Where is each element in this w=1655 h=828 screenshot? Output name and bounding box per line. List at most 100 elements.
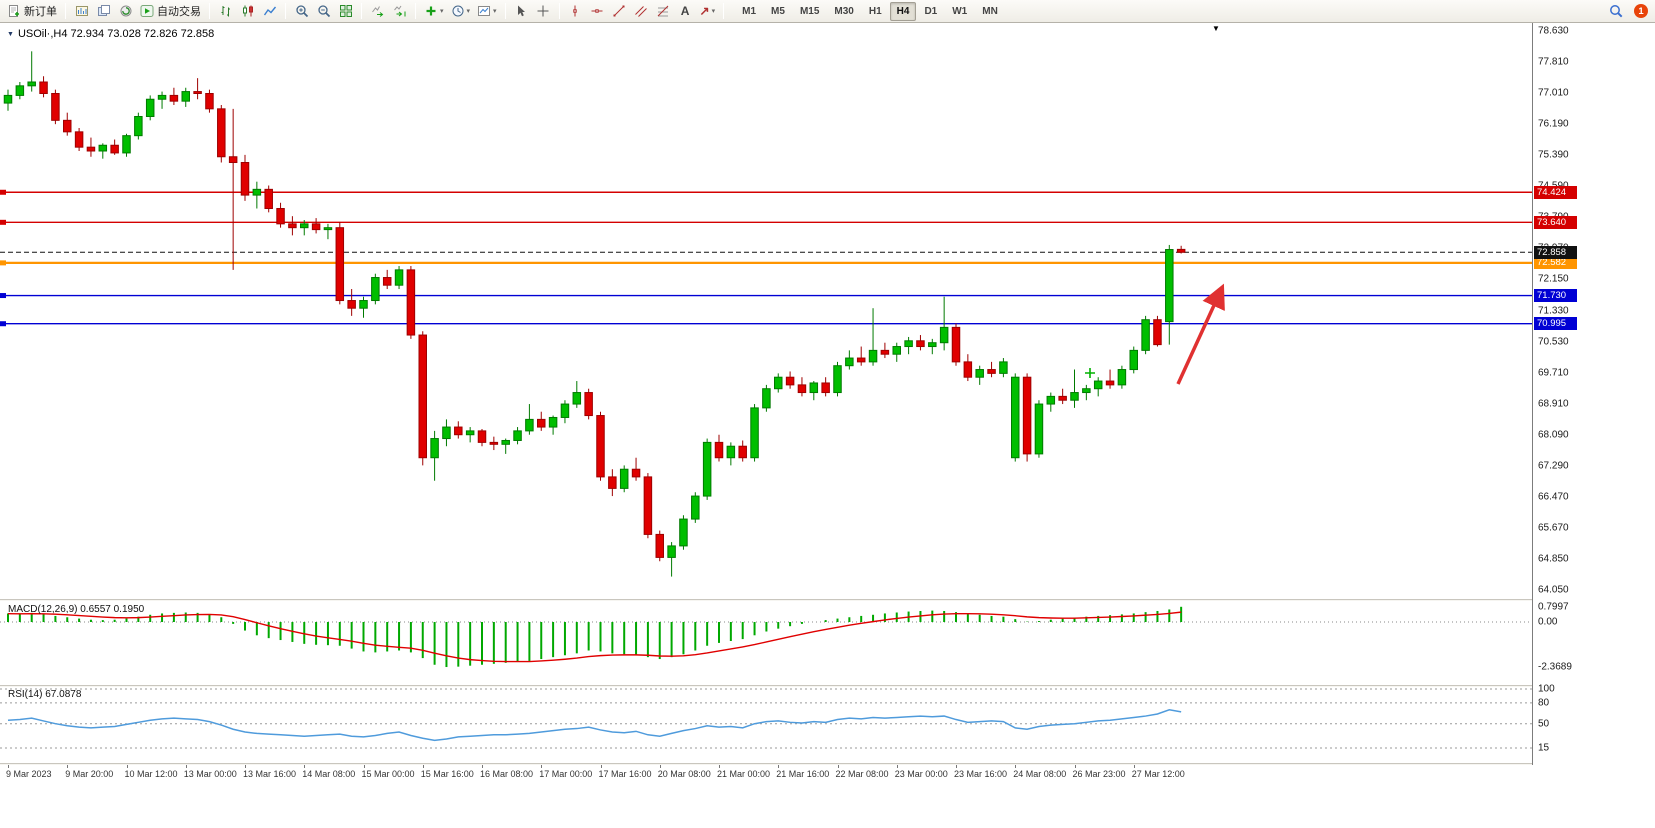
price-chart[interactable] [0, 23, 1532, 599]
price-line-tag[interactable]: 71.730 [1534, 289, 1577, 303]
macd-axis-label: 0.00 [1538, 616, 1558, 628]
chevron-down-icon: ▾ [493, 8, 497, 15]
bar-chart-type-button[interactable] [215, 1, 236, 21]
price-axis-label: 65.670 [1538, 522, 1569, 534]
search-icon [1610, 4, 1623, 17]
horizontal-line-icon [591, 9, 603, 13]
price-axis-label: 72.150 [1538, 273, 1569, 285]
autotrading-icon [140, 5, 154, 17]
time-axis-label: 13 Mar 00:00 [183, 769, 237, 779]
price-line-tag[interactable]: 73.640 [1534, 215, 1577, 229]
ohlc-bars-icon [221, 6, 230, 17]
channel-button[interactable] [631, 1, 652, 21]
autotrading-label: 自动交易 [157, 6, 201, 18]
new-chart-button[interactable] [71, 1, 92, 21]
indicators-button[interactable]: ▾ [421, 1, 447, 21]
text-tool-button[interactable]: A [675, 1, 696, 21]
timeframe-mn[interactable]: MN [982, 5, 998, 17]
time-axis-label: 9 Mar 2023 [6, 769, 52, 779]
chart-workspace: ▼ USOil·,H4 72.934 73.028 72.826 72.858 … [0, 23, 1655, 828]
chevron-down-icon: ▾ [466, 8, 471, 15]
time-axis-tick [600, 765, 602, 768]
time-axis-label: 21 Mar 00:00 [717, 769, 771, 779]
time-axis-tick [659, 765, 661, 768]
periods-button[interactable]: ▾ [448, 1, 474, 21]
macd-axis-label: 0.7997 [1538, 601, 1569, 613]
time-axis-tick [837, 765, 839, 768]
pane-separator[interactable] [0, 599, 1655, 601]
time-axis-tick [896, 765, 898, 768]
rsi-axis-label: 15 [1538, 742, 1550, 754]
price-axis[interactable]: 78.63077.81077.01076.19075.39074.59073.7… [1532, 23, 1655, 765]
price-axis-label: 68.090 [1538, 429, 1569, 441]
cursor-button[interactable] [511, 1, 532, 21]
zoom-out-button[interactable] [313, 1, 334, 21]
auto-scroll-button[interactable] [367, 1, 388, 21]
profiles-button[interactable] [93, 1, 114, 21]
horizontal-line-button[interactable] [587, 1, 608, 21]
macd-pane[interactable] [0, 601, 1532, 685]
rsi-pane[interactable] [0, 687, 1532, 763]
scroll-marker-icon: ▼ [1212, 24, 1220, 33]
line-chart-type-button[interactable] [259, 1, 280, 21]
timeframe-m30[interactable]: M30 [834, 5, 854, 17]
price-axis-label: 66.470 [1538, 491, 1569, 503]
price-line-tag[interactable]: 74.424 [1534, 185, 1577, 199]
price-axis-label: 70.530 [1538, 336, 1569, 348]
candle-chart-type-button[interactable] [237, 1, 258, 21]
time-axis-tick [541, 765, 543, 768]
refresh-icon [120, 5, 131, 17]
one-click-toggle-icon[interactable]: ▼ [7, 30, 14, 38]
fibonacci-button[interactable] [653, 1, 674, 21]
chart-title: ▼ USOil·,H4 72.934 73.028 72.826 72.858 [7, 28, 214, 40]
price-line-tag[interactable]: 72.582 [1534, 256, 1577, 270]
arrows-tool-button[interactable]: ↗ ▾ [697, 1, 719, 21]
toolbar-separator [285, 3, 286, 19]
autotrading-button[interactable]: 自动交易 [137, 1, 204, 21]
templates-button[interactable]: ▾ [474, 1, 500, 21]
price-line-tag[interactable]: 72.858 [1534, 245, 1577, 259]
refresh-button[interactable] [115, 1, 136, 21]
time-axis-label: 10 Mar 12:00 [124, 769, 178, 779]
timeframe-m15[interactable]: M15 [799, 5, 820, 17]
new-order-button[interactable]: 新订单 [4, 1, 60, 21]
time-axis-label: 17 Mar 16:00 [598, 769, 652, 779]
timeframe-m1[interactable]: M1 [742, 5, 757, 17]
tile-windows-button[interactable] [335, 1, 356, 21]
rsi-axis-label: 80 [1538, 697, 1550, 709]
time-axis-label: 22 Mar 08:00 [835, 769, 889, 779]
search-button[interactable] [1606, 1, 1627, 21]
timeframe-w1[interactable]: W1 [952, 5, 968, 17]
timeframe-h4[interactable]: H4 [889, 1, 917, 21]
chart-shift-button[interactable] [389, 1, 410, 21]
vertical-line-button[interactable] [565, 1, 586, 21]
channel-icon [635, 6, 647, 17]
time-axis-tick [245, 765, 246, 768]
notification-badge[interactable]: 1 [1634, 4, 1648, 18]
price-axis-label: 77.810 [1538, 56, 1569, 68]
time-axis[interactable]: 9 Mar 2023 9 Mar 20:00 10 Mar 12:00 13 Mar … [0, 765, 1532, 783]
timeframe-d1[interactable]: D1 [924, 5, 938, 17]
timeframe-group: M1 M5 M15 M30 H1 H4 D1 W1 MN [735, 1, 1005, 21]
zoom-out-icon [317, 5, 330, 18]
zoom-in-button[interactable] [291, 1, 312, 21]
time-axis-label: 15 Mar 16:00 [420, 769, 474, 779]
toolbar-right-group: 1 [1606, 1, 1651, 21]
pane-separator[interactable] [0, 685, 1655, 687]
toolbar: 新订单 自动交易 [0, 0, 1655, 23]
time-axis-label: 27 Mar 12:00 [1131, 769, 1185, 779]
price-axis-label: 75.390 [1538, 149, 1569, 161]
timeframe-m5[interactable]: M5 [771, 5, 785, 17]
chevron-down-icon: ▾ [711, 8, 716, 15]
price-axis-label: 77.010 [1538, 87, 1569, 99]
time-axis-tick [719, 765, 720, 768]
trendline-button[interactable] [609, 1, 630, 21]
price-axis-label: 64.050 [1538, 584, 1569, 596]
time-axis-tick [956, 765, 957, 768]
crosshair-button[interactable] [533, 1, 554, 21]
rsi-axis-label: 50 [1538, 718, 1550, 730]
candlestick-icon [242, 5, 253, 17]
line-chart-icon [263, 6, 276, 16]
price-line-tag[interactable]: 70.995 [1534, 317, 1577, 331]
timeframe-h1[interactable]: H1 [868, 5, 882, 17]
